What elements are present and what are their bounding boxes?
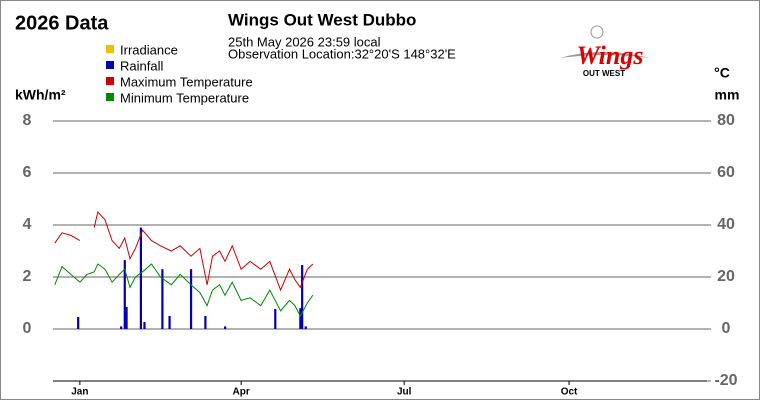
heading: 2026 Data xyxy=(15,12,109,34)
y-tick-label: 8 xyxy=(23,112,32,129)
rain-bar xyxy=(139,227,142,329)
rain-bar xyxy=(143,321,146,329)
x-tick-label: Jan xyxy=(71,387,88,398)
y2-tick-label: 60 xyxy=(717,164,735,181)
rain-bar xyxy=(304,326,307,329)
legend-label: Maximum Temperature xyxy=(120,74,253,89)
y2-tick-label: 20 xyxy=(717,268,735,285)
logo-wing xyxy=(560,52,650,58)
x-tick-label: Oct xyxy=(561,387,578,398)
legend-swatch xyxy=(106,77,114,85)
rain-bar xyxy=(77,317,80,329)
y-axis-label: kWh/m² xyxy=(15,87,66,103)
rain-bar xyxy=(224,326,227,329)
x-tick-label: Jul xyxy=(397,387,412,398)
rain-bar xyxy=(125,306,128,329)
y2-axis-label: °C xyxy=(714,65,730,81)
rain-bar xyxy=(301,265,304,329)
subtitle: 25th May 2026 23:59 local xyxy=(228,34,381,49)
y2-tick-label: 80 xyxy=(717,112,735,129)
rain-bar xyxy=(204,316,207,329)
legend-swatch xyxy=(106,61,114,69)
legend-label: Irradiance xyxy=(120,42,178,57)
rain-bar xyxy=(123,260,126,329)
subtitle: Observation Location:32°20'S 148°32'E xyxy=(228,46,456,61)
logo-emblem xyxy=(590,25,604,39)
y-tick-label: 4 xyxy=(23,216,32,233)
logo: Wings OUT WEST xyxy=(560,25,650,78)
x-tick-label: Apr xyxy=(233,387,250,398)
rain-bar xyxy=(274,308,277,329)
legend-label: Rainfall xyxy=(120,58,163,73)
y-tick-label: 6 xyxy=(23,164,32,181)
chart-title: Wings Out West Dubbo xyxy=(228,10,416,29)
y2-tick-label: 0 xyxy=(722,320,731,337)
y2-axis-label: mm xyxy=(715,87,740,103)
series-line xyxy=(54,210,314,292)
rain-bar xyxy=(299,308,302,329)
rain-bar xyxy=(120,326,123,329)
legend-label: Minimum Temperature xyxy=(120,90,249,105)
legend-swatch xyxy=(106,45,114,53)
logo-sub: OUT WEST xyxy=(583,69,625,78)
logo-text: Wings xyxy=(577,41,644,70)
series-line xyxy=(54,263,314,318)
legend-swatch xyxy=(106,93,114,101)
y2-tick-label: -20 xyxy=(714,372,737,389)
y-tick-label: 2 xyxy=(23,268,32,285)
y-tick-label: 0 xyxy=(23,320,32,337)
rain-bar xyxy=(168,316,171,329)
rain-bar xyxy=(161,269,164,329)
rain-bar xyxy=(189,269,193,329)
y2-tick-label: 40 xyxy=(717,216,735,233)
